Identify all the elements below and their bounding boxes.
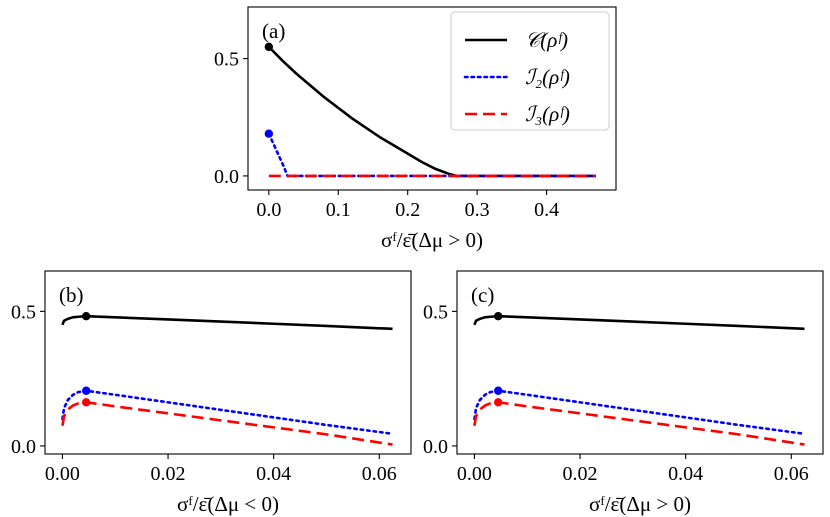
- series-line-i3: [61, 401, 393, 446]
- series-line-i2: [267, 132, 597, 178]
- series-line-c: [473, 314, 805, 331]
- series-line-i2: [61, 389, 394, 436]
- data-point-marker: [493, 312, 503, 321]
- panel-label: (b): [59, 283, 84, 307]
- panel-label: (c): [471, 283, 494, 307]
- data-point-marker: [81, 386, 91, 395]
- y-tick-label: 0.0: [423, 436, 448, 458]
- x-axis-label: σᶠ/ε̄(Δμ > 0): [381, 228, 483, 252]
- y-tick-label: 0.0: [11, 436, 36, 458]
- y-tick-label: 0.0: [214, 166, 239, 188]
- x-tick-label: 0.4: [534, 199, 559, 221]
- plot-frame: [44, 270, 412, 455]
- x-axis-label: σᶠ/ε̄(Δμ < 0): [177, 492, 279, 516]
- series-line-i3: [473, 401, 805, 446]
- plot-frame: [456, 270, 824, 455]
- data-point-marker: [264, 42, 274, 52]
- x-tick-label: 0.0: [256, 199, 281, 221]
- panel-a: 0.0 0.1 0.2 0.3 0.4 0.0 0.5 (a) σᶠ/ε̄(Δμ > 0) 𝒞(ρ…: [214, 6, 617, 252]
- x-tick-label: 0.04: [668, 463, 703, 485]
- panel-b: 0.00 0.02 0.04 0.06 0.0 0.5 (b) σᶠ/ε̄(Δμ < 0): [11, 270, 412, 516]
- x-tick-label: 0.00: [457, 463, 492, 485]
- series-line-c: [61, 314, 393, 331]
- x-tick-label: 0.2: [395, 199, 420, 221]
- panel-label: (a): [262, 19, 285, 43]
- data-point-marker: [493, 386, 503, 395]
- plot-frame: [247, 6, 617, 191]
- x-tick-label: 0.06: [774, 463, 809, 485]
- x-tick-label: 0.3: [465, 199, 490, 221]
- series-line-i2: [473, 389, 806, 436]
- legend-entry-label: ℐ₃(ρᶠ): [525, 102, 570, 126]
- legend-entry-label: ℐ₂(ρᶠ): [525, 65, 570, 89]
- x-tick-label: 0.1: [326, 199, 351, 221]
- panel-c: 0.00 0.02 0.04 0.06 0.0 0.5 (c) σᶠ/ε̄(Δμ > 0): [423, 270, 824, 516]
- x-tick-label: 0.02: [151, 463, 186, 485]
- data-point-marker: [81, 398, 91, 407]
- x-tick-label: 0.06: [362, 463, 397, 485]
- x-tick-label: 0.00: [45, 463, 80, 485]
- legend-box: [450, 11, 610, 131]
- x-tick-label: 0.04: [256, 463, 291, 485]
- y-tick-label: 0.5: [214, 49, 239, 71]
- data-point-marker: [493, 398, 503, 407]
- x-tick-label: 0.02: [563, 463, 598, 485]
- y-tick-label: 0.5: [423, 301, 448, 323]
- data-point-marker: [264, 129, 274, 138]
- legend-entry-label: 𝒞(ρᶠ): [525, 28, 568, 52]
- x-axis-label: σᶠ/ε̄(Δμ > 0): [589, 492, 691, 516]
- data-point-marker: [81, 312, 91, 321]
- y-tick-label: 0.5: [11, 301, 36, 323]
